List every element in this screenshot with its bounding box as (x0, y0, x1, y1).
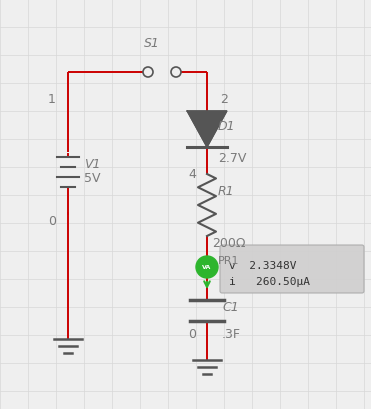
Text: 0: 0 (48, 214, 56, 227)
Text: S1: S1 (144, 37, 160, 50)
Text: 2: 2 (220, 93, 228, 106)
Circle shape (196, 256, 218, 278)
Text: 4: 4 (188, 168, 196, 180)
Text: i   260.50μA: i 260.50μA (229, 276, 310, 286)
Text: V1: V1 (84, 157, 101, 171)
Text: 0: 0 (188, 327, 196, 340)
Text: R1: R1 (218, 184, 234, 198)
Text: 1: 1 (48, 93, 56, 106)
Text: C1: C1 (222, 300, 239, 313)
Text: 200Ω: 200Ω (212, 236, 246, 249)
FancyBboxPatch shape (220, 245, 364, 293)
Text: VA: VA (202, 265, 212, 270)
Text: D1: D1 (218, 120, 236, 133)
Text: .3F: .3F (222, 327, 241, 340)
Text: PR1: PR1 (218, 255, 240, 265)
Text: 5V: 5V (84, 172, 101, 184)
Polygon shape (187, 112, 227, 148)
Text: 2.7V: 2.7V (218, 152, 246, 164)
Text: v  2.3348V: v 2.3348V (229, 261, 296, 270)
